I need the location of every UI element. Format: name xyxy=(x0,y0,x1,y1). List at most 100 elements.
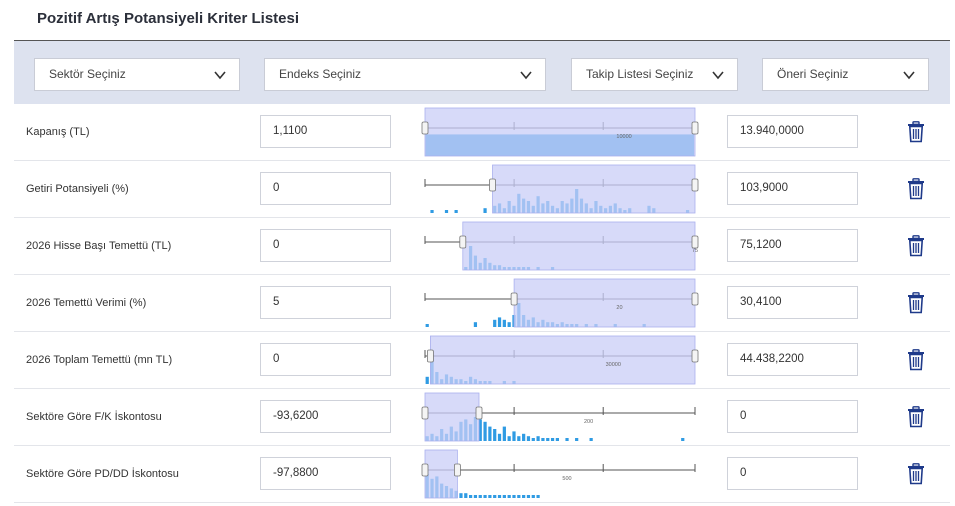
histogram-bar xyxy=(560,439,564,441)
histogram-bar xyxy=(478,419,482,441)
max-value-input[interactable]: 103,9000 xyxy=(727,172,858,205)
histogram-bar xyxy=(599,439,603,441)
histogram-bar xyxy=(464,211,468,213)
max-value-input[interactable]: 30,4100 xyxy=(727,286,858,319)
histogram-bar xyxy=(473,495,478,498)
criteria-label: Kapanış (TL) xyxy=(26,126,90,138)
range-histogram[interactable]: 10000 xyxy=(419,106,704,158)
index-select-label: Endeks Seçiniz xyxy=(279,67,362,81)
range-histogram[interactable]: 30000 xyxy=(419,334,704,386)
histogram-bar xyxy=(468,211,473,213)
max-value-input[interactable]: 75,1200 xyxy=(727,229,858,262)
criteria-row: 2026 Toplam Temettü (mn TL) 0 30000 44.438,… xyxy=(14,332,950,389)
range-handle-min[interactable] xyxy=(421,406,429,420)
min-value-input[interactable]: -93,6200 xyxy=(260,400,391,433)
range-histogram[interactable]: 200 xyxy=(419,391,704,443)
histogram-bar xyxy=(637,496,641,498)
histogram-bar xyxy=(517,495,521,498)
histogram-bar xyxy=(430,268,434,270)
range-handle-max[interactable] xyxy=(691,349,699,363)
histogram-bar xyxy=(517,436,521,441)
range-histogram[interactable]: 75 xyxy=(419,220,704,272)
watchlist-select[interactable]: Takip Listesi Seçiniz xyxy=(571,58,738,91)
histogram-bar xyxy=(594,439,598,441)
max-value-input[interactable]: 0 xyxy=(727,400,858,433)
histogram-bar xyxy=(459,211,463,213)
range-histogram[interactable]: 20 xyxy=(419,277,704,329)
trash-icon[interactable] xyxy=(907,406,925,428)
max-value-input[interactable]: 44.438,2200 xyxy=(727,343,858,376)
min-value-input[interactable]: 5 xyxy=(260,286,391,319)
histogram-bar xyxy=(435,211,439,213)
histogram-bar xyxy=(488,495,492,498)
histogram-bar xyxy=(555,438,559,441)
range-handle-min[interactable] xyxy=(426,349,434,363)
trash-icon[interactable] xyxy=(907,121,925,143)
histogram-bar xyxy=(618,439,622,441)
trash-icon[interactable] xyxy=(907,292,925,314)
histogram-bar xyxy=(425,324,429,327)
histogram-bar xyxy=(435,325,439,327)
histogram-bar xyxy=(618,496,622,498)
trash-icon[interactable] xyxy=(907,463,925,485)
range-histogram[interactable]: 500 xyxy=(419,448,704,500)
histogram-bar xyxy=(685,496,690,498)
histogram-bar xyxy=(541,438,545,441)
histogram-bar xyxy=(550,496,555,498)
histogram-bar xyxy=(473,211,478,213)
range-handle-max[interactable] xyxy=(691,121,699,135)
range-handle-max[interactable] xyxy=(475,406,483,420)
range-handle-min[interactable] xyxy=(489,178,496,192)
range-handle-max[interactable] xyxy=(691,235,699,249)
criteria-row: Sektöre Göre F/K İskontosu -93,6200 200 0 xyxy=(14,389,950,446)
max-value-input[interactable]: 0 xyxy=(727,457,858,490)
histogram-bar xyxy=(531,438,535,441)
chevron-down-icon xyxy=(903,71,915,80)
histogram-bar xyxy=(546,496,550,498)
range-handle-min[interactable] xyxy=(421,121,429,135)
max-value-input[interactable]: 13.940,0000 xyxy=(727,115,858,148)
filter-bar: Sektör Seçiniz Endeks Seçiniz Takip List… xyxy=(14,40,950,104)
histogram-bar xyxy=(444,210,449,213)
histogram-bar xyxy=(497,433,502,441)
range-handle-min[interactable] xyxy=(421,463,429,477)
sector-select[interactable]: Sektör Seçiniz xyxy=(34,58,240,91)
range-handle-max[interactable] xyxy=(454,463,461,477)
tick-label: 500 xyxy=(562,476,571,482)
min-value-input[interactable]: 0 xyxy=(260,229,391,262)
histogram-bar xyxy=(685,439,690,441)
tick-label: 10000 xyxy=(616,134,631,140)
min-value-input[interactable]: 0 xyxy=(260,343,391,376)
min-value-input[interactable]: 1,1100 xyxy=(260,115,391,148)
histogram-bar xyxy=(425,376,429,384)
histogram-bar xyxy=(579,439,584,441)
range-handle-min[interactable] xyxy=(459,235,467,249)
trash-icon[interactable] xyxy=(907,178,925,200)
histogram-bar xyxy=(512,495,516,498)
histogram-bar xyxy=(531,495,535,498)
histogram-bar xyxy=(628,439,632,441)
histogram-bar xyxy=(502,495,506,498)
min-value-input[interactable]: -97,8800 xyxy=(260,457,391,490)
trash-icon[interactable] xyxy=(907,235,925,257)
range-handle-max[interactable] xyxy=(691,292,699,306)
criteria-label: Sektöre Göre F/K İskontosu xyxy=(26,411,162,423)
min-value-input[interactable]: 0 xyxy=(260,172,391,205)
histogram-bar xyxy=(444,268,449,270)
range-handle-max[interactable] xyxy=(691,178,699,192)
recommendation-select[interactable]: Öneri Seçiniz xyxy=(762,58,929,91)
histogram-bar xyxy=(425,211,429,213)
histogram-bar xyxy=(478,211,482,213)
histogram-bar xyxy=(526,495,531,498)
histogram-bar xyxy=(440,211,444,213)
criteria-label: Sektöre Göre PD/DD İskontosu xyxy=(26,468,179,480)
histogram-bar xyxy=(541,496,545,498)
index-select[interactable]: Endeks Seçiniz xyxy=(264,58,546,91)
range-handle-min[interactable] xyxy=(510,292,518,306)
histogram-bar xyxy=(497,495,502,498)
histogram-bar xyxy=(642,439,646,441)
trash-icon[interactable] xyxy=(907,349,925,371)
histogram-bar xyxy=(454,210,458,213)
range-histogram[interactable] xyxy=(419,163,704,215)
histogram-bar xyxy=(647,496,651,498)
